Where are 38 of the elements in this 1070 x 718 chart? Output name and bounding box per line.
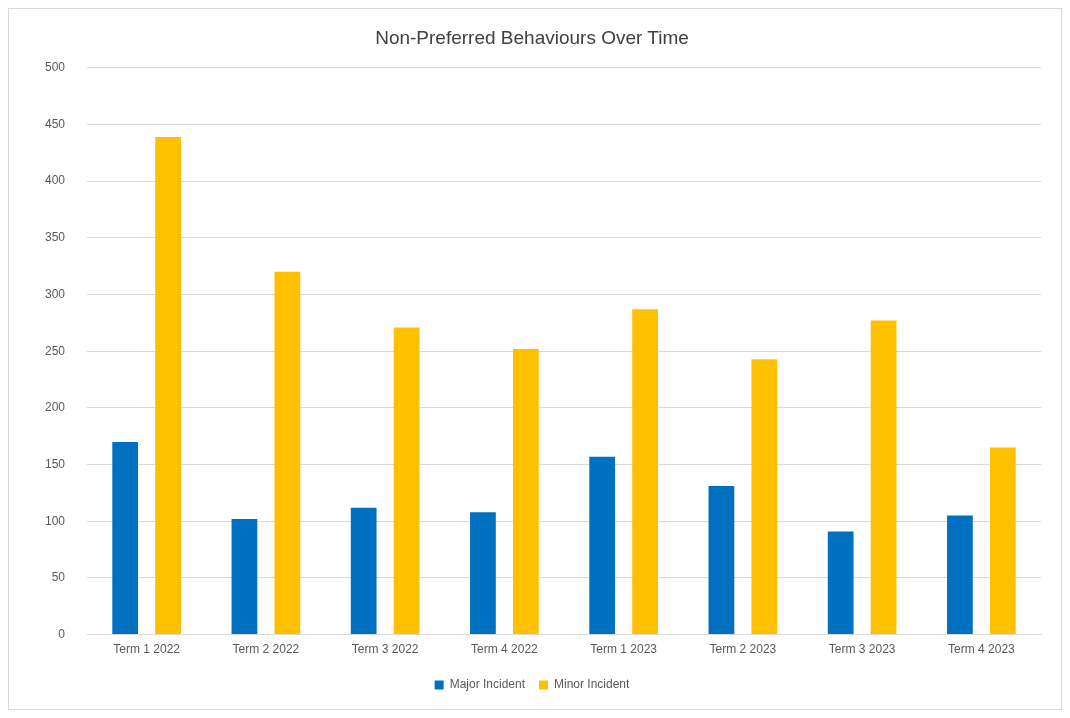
bar bbox=[155, 136, 181, 635]
y-tick-label: 400 bbox=[44, 173, 66, 188]
y-tick-label: 450 bbox=[44, 116, 66, 131]
y-tick-label: 350 bbox=[44, 230, 66, 245]
bar bbox=[393, 327, 420, 635]
bar bbox=[112, 441, 139, 635]
bar bbox=[708, 486, 735, 635]
x-tick-label: Term 3 2023 bbox=[828, 642, 896, 657]
bar bbox=[231, 518, 258, 635]
y-tick-label: 0 bbox=[58, 626, 66, 641]
legend-label: Major Incident bbox=[449, 677, 526, 692]
x-tick-label: Term 4 2023 bbox=[948, 642, 1016, 657]
x-tick-label: Term 1 2023 bbox=[590, 642, 658, 657]
chart-title: Non-Preferred Behaviours Over Time bbox=[375, 26, 689, 48]
bar bbox=[632, 309, 658, 635]
legend-label: Minor Incident bbox=[554, 677, 631, 692]
x-tick-label: Term 2 2022 bbox=[232, 642, 300, 657]
bar bbox=[589, 456, 616, 635]
y-tick-label: 250 bbox=[44, 343, 66, 358]
bar bbox=[350, 507, 377, 635]
bar bbox=[751, 359, 778, 635]
bar bbox=[947, 515, 973, 635]
y-tick-label: 150 bbox=[44, 456, 66, 471]
y-tick-label: 300 bbox=[44, 286, 66, 301]
x-tick-label: Term 2 2023 bbox=[709, 642, 777, 657]
bar bbox=[827, 531, 854, 635]
bar bbox=[512, 348, 539, 635]
y-tick-label: 50 bbox=[51, 570, 66, 585]
bar bbox=[989, 447, 1016, 635]
y-tick-label: 500 bbox=[44, 60, 66, 75]
x-tick-label: Term 4 2022 bbox=[471, 642, 539, 657]
bar bbox=[274, 271, 301, 635]
x-tick-label: Term 3 2022 bbox=[351, 642, 419, 657]
bar bbox=[870, 320, 897, 635]
y-tick-label: 200 bbox=[44, 400, 66, 415]
y-tick-label: 100 bbox=[44, 513, 66, 528]
x-tick-label: Term 1 2022 bbox=[113, 642, 181, 657]
bar bbox=[470, 512, 496, 635]
